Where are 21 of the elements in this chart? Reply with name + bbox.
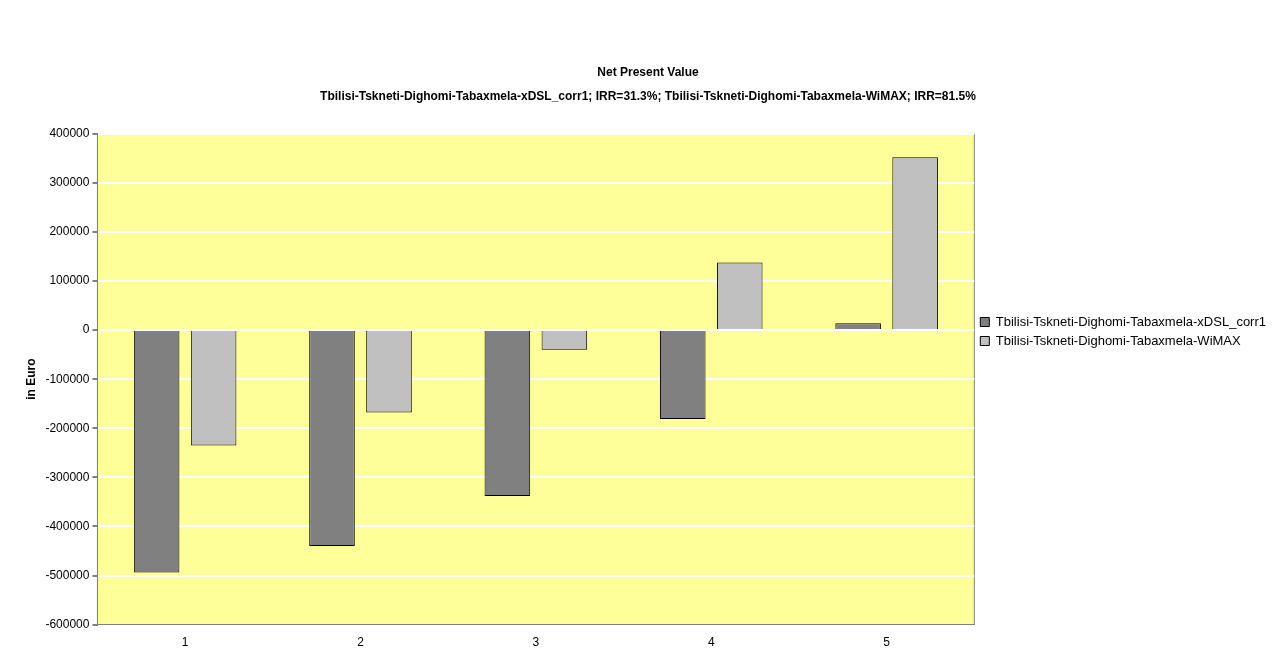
- y-tick-label: 100000: [49, 273, 90, 288]
- y-tick-label: -600000: [45, 616, 90, 631]
- x-tick-label: 4: [707, 635, 715, 650]
- legend-label: Tbilisi-Tskneti-Dighomi-Tabaxmela-WiMAX: [995, 332, 1242, 348]
- y-tick-label: 200000: [49, 224, 90, 239]
- y-tick-label: -200000: [45, 420, 90, 435]
- y-tick-label: -500000: [45, 567, 90, 582]
- y-tick-label: -400000: [45, 518, 90, 533]
- x-tick-label: 1: [181, 635, 189, 650]
- y-tick-label: 0: [82, 322, 90, 337]
- y-axis-title: in Euro: [23, 358, 38, 400]
- x-tick-label: 2: [357, 635, 365, 650]
- x-tick-label: 5: [883, 635, 891, 650]
- legend-label: Tbilisi-Tskneti-Dighomi-Tabaxmela-xDSL_corr1: [995, 313, 1267, 329]
- y-tick-label: -300000: [45, 469, 90, 484]
- chart-subtitle: Tbilisi-Tskneti-Dighomi-Tabaxmela-xDSL_corr1; IRR=31.3%; Tbilisi-Tskneti-Dighomi-Tabaxmela-WiMAX; IRR=81.5%: [320, 88, 977, 103]
- y-tick-label: -100000: [45, 371, 90, 386]
- y-tick-label: 400000: [49, 126, 90, 141]
- chart-title: Net Present Value: [597, 64, 700, 79]
- y-tick-label: 300000: [49, 175, 90, 190]
- x-tick-label: 3: [532, 635, 540, 650]
